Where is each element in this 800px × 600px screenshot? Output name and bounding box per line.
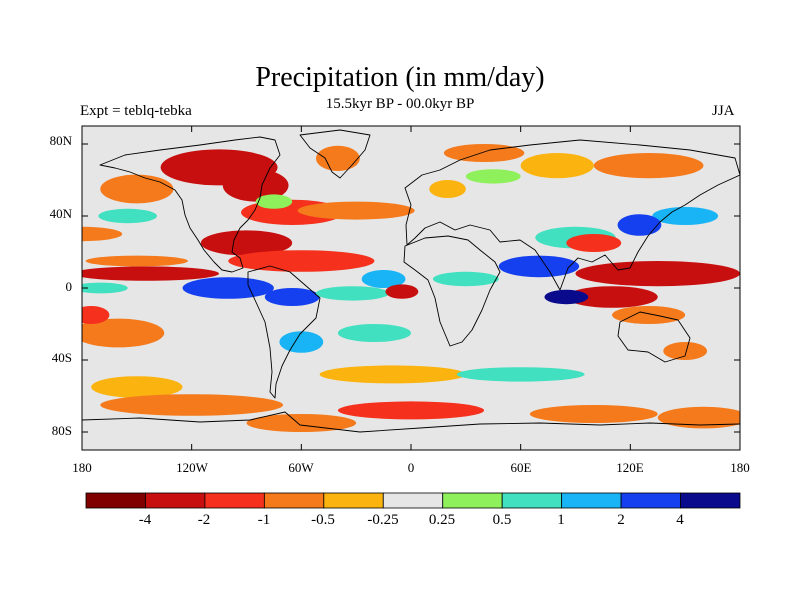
anomaly-region-29 [566,234,622,252]
anomaly-region-46 [657,406,740,429]
anomaly-region-21 [82,282,128,294]
coast-north-america [99,136,281,273]
colorbar-label: 2 [617,512,625,528]
x-tick-label: 60E [510,460,532,475]
anomaly-region-13 [617,214,662,236]
x-tick-label: 180 [730,460,750,475]
anomaly-region-18 [228,250,375,272]
anomaly-region-19 [82,266,220,281]
anomaly-region-42 [100,394,284,416]
anomaly-region-12 [652,207,719,225]
colorbar-label: 4 [676,512,684,528]
colorbar-box-0 [85,492,146,509]
colorbar-label: -4 [138,512,152,528]
anomaly-region-37 [279,331,324,353]
anomaly-region-15 [82,226,123,242]
anomaly-region-23 [264,288,320,306]
chart-title: Precipitation (in mm/day) [255,62,545,93]
anomaly-region-3 [443,144,525,162]
anomaly-region-24 [315,286,390,301]
anomaly-region-7 [429,180,466,198]
colorbar-label: -1 [257,512,271,528]
season-label: JJA [712,103,735,119]
anomaly-region-26 [385,284,419,299]
colorbar-label: -0.25 [367,512,399,528]
coast-antarctica [82,411,740,433]
anomaly-region-34 [82,318,165,348]
colorbar-box-1 [145,492,206,509]
anomaly-region-35 [82,306,110,324]
anomaly-region-9 [297,201,415,220]
colorbar [85,492,741,509]
anomaly-region-16 [465,169,521,184]
axis-ticks [81,126,741,450]
anomaly-region-4 [520,153,594,179]
colorbar-label: 0.25 [428,512,456,528]
coast-greenland [299,129,371,179]
x-tick-label: 180 [72,460,92,475]
anomaly-region-17 [200,230,293,256]
chart-subtitle: 15.5kyr BP - 00.0kyr BP [325,96,475,112]
anomaly-region-28 [498,255,580,278]
anomaly-region-39 [91,376,183,398]
coast-australia [617,311,691,363]
anomaly-region-45 [246,414,357,432]
anomaly-region-2 [315,145,360,171]
anomaly-region-10 [255,194,293,209]
anomaly-region-20 [85,255,189,267]
anomaly-region-11 [98,208,157,224]
colorbar-label: 0.5 [492,512,512,528]
anomaly-region-1 [222,169,289,202]
y-tick-label: 80N [49,133,72,148]
x-tick-label: 0 [407,460,415,475]
colorbar-box-10 [680,492,741,509]
anomaly-region-31 [566,286,658,308]
colorbar-box-3 [263,492,325,509]
anomaly-region-27 [432,271,499,287]
anomaly-region-22 [182,277,274,299]
experiment-label: Expt = teblq-tebka [80,103,192,119]
colorbar-box-8 [561,492,622,509]
colorbar-box-5 [382,492,444,509]
anomaly-region-40 [456,367,585,382]
colorbar-box-7 [501,492,563,509]
anomaly-field [82,144,740,432]
x-tick-label: 60W [288,460,314,475]
coast-south-america [247,265,321,399]
y-tick-label: 40S [51,350,72,365]
x-tick-label: 120W [176,460,208,475]
anomaly-region-25 [361,270,406,288]
y-tick-label: 40N [49,206,72,221]
coastlines [82,129,740,433]
anomaly-region-6 [100,174,174,204]
anomaly-region-38 [319,365,466,384]
anomaly-region-30 [575,261,740,287]
anomaly-region-33 [612,306,686,324]
coast-eurasia [404,139,740,291]
anomaly-region-36 [337,324,412,342]
colorbar-box-6 [442,492,503,509]
colorbar-box-2 [204,492,265,509]
anomaly-region-43 [337,401,485,420]
y-tick-label: 80S [51,423,72,438]
colorbar-box-4 [323,492,384,509]
y-tick-label: 0 [65,279,73,294]
anomaly-region-5 [593,153,704,179]
colorbar-label: -0.5 [311,512,335,528]
anomaly-region-32 [544,289,589,305]
colorbar-label: 1 [557,512,565,528]
coast-africa [403,235,501,347]
colorbar-label: -2 [197,512,211,528]
anomaly-region-44 [529,405,658,423]
x-tick-label: 120E [616,460,644,475]
anomaly-region-41 [663,342,708,360]
colorbar-box-9 [620,492,681,509]
